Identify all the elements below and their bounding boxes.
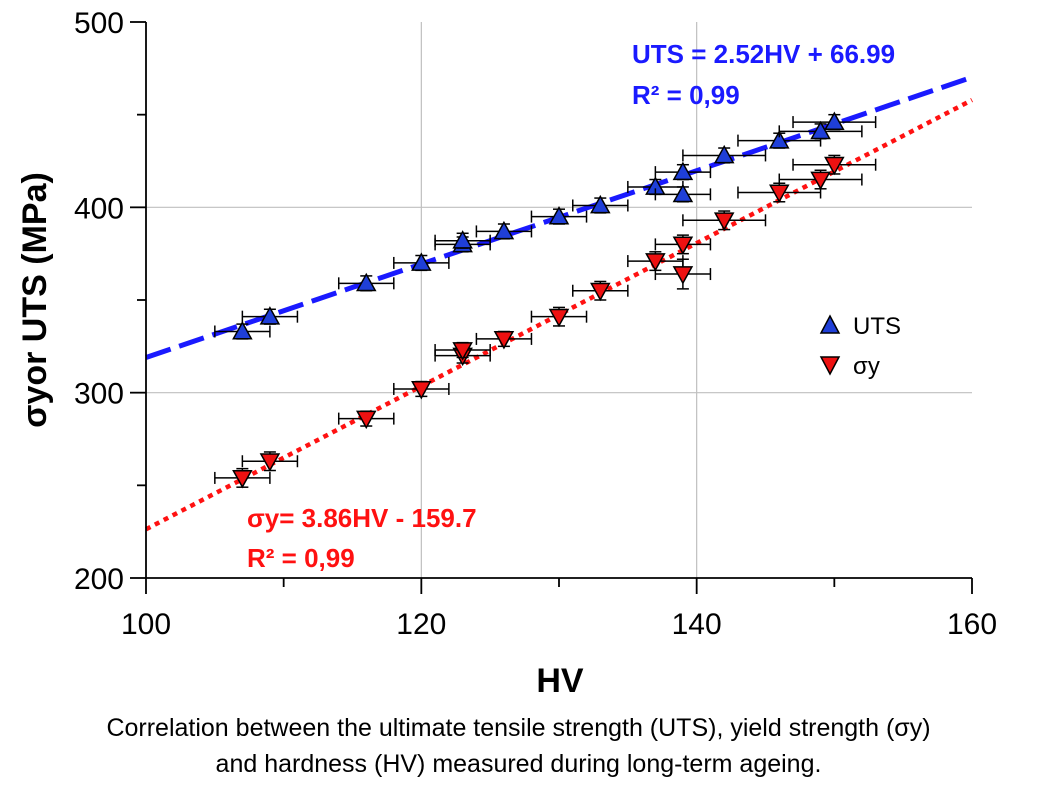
axes: [130, 21, 973, 594]
marker-sy: [355, 410, 377, 430]
marker-uts: [672, 183, 694, 203]
marker-sy: [232, 469, 253, 489]
data-point-uts: [682, 144, 767, 164]
marker-sy: [824, 156, 845, 176]
grid: [146, 22, 972, 578]
data-point-uts: [214, 320, 271, 340]
data-point-sy: [627, 251, 684, 272]
x-tick-label: 100: [121, 608, 171, 641]
marker-uts: [355, 272, 377, 292]
marker-sy: [411, 381, 432, 400]
data-point-sy: [241, 451, 299, 472]
data-point-sy: [393, 380, 450, 400]
caption-line-2: and hardness (HV) measured during long-t…: [215, 750, 822, 778]
data-point-uts: [393, 252, 450, 272]
x-tick-label: 120: [396, 608, 446, 641]
marker-uts: [672, 161, 694, 181]
y-tick-label: 200: [74, 563, 124, 596]
marker-uts: [713, 144, 735, 164]
caption-line-1: Correlation between the ultimate tensile…: [106, 714, 931, 742]
y-tick-label: 300: [74, 378, 124, 411]
marker-sy: [768, 184, 790, 204]
marker-sy: [810, 171, 831, 191]
marker-uts: [548, 206, 570, 225]
legend-uts-marker: [819, 314, 841, 334]
uts-fit-equation: UTS = 2.52HV + 66.99: [632, 39, 895, 69]
data-point-sy: [682, 210, 767, 231]
marker-sy: [713, 212, 735, 231]
data-point-uts: [654, 161, 712, 181]
data-point-sy: [214, 467, 271, 489]
tick-labels: 100 120 140 160 200 300 400 500: [74, 7, 997, 641]
y-axis-title: σyor UTS (MPa): [16, 172, 54, 428]
data-point-sy: [792, 154, 877, 176]
marker-uts: [232, 320, 253, 340]
data-point-sy: [654, 234, 712, 255]
legend-sy-marker: [819, 356, 841, 376]
marker-sy: [590, 282, 611, 302]
data-point-sy: [778, 169, 863, 191]
data-point-sy: [337, 410, 395, 430]
data-point-sy: [530, 306, 588, 328]
marker-sy: [645, 253, 666, 272]
data-point-uts: [434, 230, 491, 249]
chart: 100 120 140 160 200 300 400 500 HV σyor UTS (MP…: [16, 7, 997, 700]
data-point-sy: [737, 182, 822, 204]
marker-sy: [672, 266, 694, 285]
marker-uts: [590, 194, 611, 214]
marker-uts: [824, 111, 845, 131]
marker-uts: [768, 130, 790, 149]
data-point-sy: [475, 330, 533, 350]
data-point-sy: [572, 280, 629, 302]
marker-uts: [493, 220, 515, 240]
y-tick-label: 500: [74, 7, 124, 40]
marker-uts: [259, 306, 281, 325]
data-point-sy: [434, 341, 491, 361]
sy-fit-r2: R² = 0,99: [247, 543, 355, 573]
marker-uts: [810, 120, 831, 140]
data-point-uts: [337, 272, 395, 292]
data-points: [214, 111, 877, 489]
data-point-uts: [572, 194, 629, 214]
figure-caption: Correlation between the ultimate tensile…: [0, 710, 1037, 782]
data-point-uts: [654, 183, 712, 203]
legend: UTS σy: [819, 313, 901, 380]
data-point-uts: [530, 206, 588, 225]
legend-sy-label: σy: [853, 353, 880, 380]
data-point-uts: [241, 306, 299, 325]
x-tick-label: 140: [672, 608, 722, 641]
uts-fit-r2: R² = 0,99: [632, 80, 740, 110]
data-point-sy: [654, 258, 712, 290]
data-point-uts: [792, 111, 877, 131]
marker-sy: [548, 308, 570, 328]
data-point-uts: [475, 220, 533, 240]
marker-sy: [259, 453, 281, 472]
marker-uts: [452, 230, 473, 249]
marker-sy: [452, 342, 473, 361]
x-tick-label: 160: [947, 608, 997, 641]
y-tick-label: 400: [74, 192, 124, 225]
sy-fit-equation: σy= 3.86HV - 159.7: [247, 503, 477, 533]
marker-sy: [672, 236, 694, 255]
marker-sy: [493, 330, 515, 350]
marker-uts: [411, 252, 432, 271]
x-axis-title: HV: [536, 662, 584, 700]
legend-uts-label: UTS: [853, 313, 901, 340]
data-point-uts: [778, 120, 863, 140]
